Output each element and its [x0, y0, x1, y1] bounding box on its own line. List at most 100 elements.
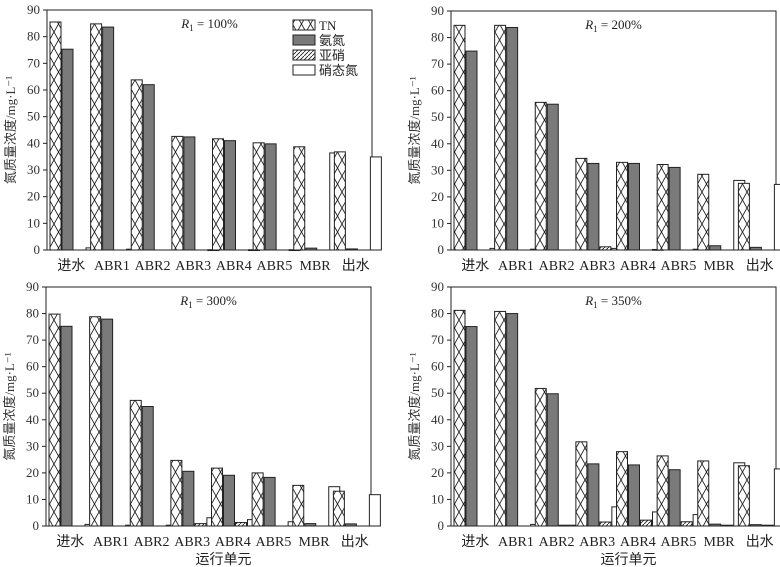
- category-group: [333, 151, 382, 251]
- tn-bar: [494, 24, 507, 251]
- no2-bar: [599, 246, 612, 251]
- y-tick-label: 30: [431, 162, 444, 177]
- x-tick-label: 出水: [341, 534, 369, 550]
- category-group: [332, 490, 381, 527]
- nh4-bar: [182, 470, 195, 527]
- y-tick-label: 70: [27, 55, 40, 70]
- category-group: [252, 142, 301, 252]
- tn-bar: [453, 309, 466, 527]
- x-tick-label: 进水: [57, 258, 85, 274]
- category-group: [171, 135, 220, 252]
- tn-bar: [737, 182, 750, 251]
- y-tick-label: 80: [431, 30, 444, 45]
- no3-bar: [369, 156, 382, 251]
- nh4-bar: [506, 313, 519, 527]
- category-group: [616, 451, 664, 527]
- category-group: [89, 316, 138, 527]
- x-tick-label: 出水: [746, 258, 774, 274]
- nh4-bar: [668, 469, 681, 527]
- x-tick-label: ABR1: [94, 259, 130, 274]
- x-tick-label: MBR: [300, 259, 332, 274]
- tn-bar: [616, 161, 628, 251]
- category-group: [575, 157, 624, 251]
- tn-bar: [453, 24, 466, 251]
- category-group: [211, 467, 259, 527]
- category-group: [293, 146, 342, 251]
- y-tick-label: 0: [34, 242, 41, 257]
- category-group: [697, 173, 746, 251]
- no2-bar: [558, 524, 571, 527]
- tn-bar: [89, 316, 102, 527]
- panel-annotation: R1 = 350%: [584, 293, 642, 310]
- x-tick-label: ABR2: [539, 535, 575, 550]
- x-tick-label: ABR3: [174, 535, 210, 550]
- panel-annotation: R1 = 100%: [180, 16, 238, 33]
- y-tick-label: 0: [438, 242, 445, 257]
- tn-bar: [170, 459, 183, 527]
- y-tick-label: 10: [431, 215, 444, 230]
- nh4-bar: [101, 318, 114, 527]
- tn-bar: [129, 399, 142, 527]
- x-tick-label: ABR1: [93, 535, 129, 550]
- category-group: [737, 182, 780, 251]
- y-axis-label: 氮质量浓度/mg·L⁻¹: [3, 76, 18, 184]
- x-tick-label: ABR1: [498, 259, 534, 274]
- tn-bar: [130, 79, 143, 251]
- y-tick-label: 70: [431, 56, 444, 71]
- tn-bar: [333, 151, 346, 251]
- tn-bar: [49, 21, 62, 251]
- category-group: [49, 21, 98, 251]
- category-group: [494, 24, 543, 251]
- no3-bar: [773, 468, 780, 527]
- x-tick-label: ABR1: [498, 535, 534, 550]
- no2-bar: [680, 521, 693, 527]
- legend-label: 硝态氮: [319, 63, 358, 78]
- y-tick-label: 0: [438, 518, 445, 533]
- y-tick-label: 40: [27, 135, 40, 150]
- y-tick-label: 90: [26, 279, 39, 294]
- category-group: [453, 24, 502, 251]
- nh4-bar: [142, 84, 155, 251]
- nh4-bar: [546, 103, 559, 251]
- nh4-bar: [465, 326, 478, 527]
- category-group: [697, 460, 746, 527]
- legend-label: 亚硝: [319, 48, 345, 63]
- tn-bar: [211, 467, 223, 527]
- nh4-bar: [61, 48, 74, 251]
- tn-bar: [656, 163, 669, 251]
- nh4-bar: [587, 162, 600, 251]
- tn-bar: [616, 451, 628, 527]
- category-group: [494, 310, 543, 527]
- category-group: [737, 465, 780, 527]
- y-tick-label: 60: [431, 359, 444, 374]
- y-tick-label: 50: [27, 109, 40, 124]
- y-tick-label: 90: [27, 2, 40, 17]
- tn-bar: [656, 455, 669, 527]
- x-tick-label: ABR2: [539, 259, 575, 274]
- no2-bar: [235, 522, 247, 527]
- no2-bar: [761, 524, 774, 527]
- y-tick-label: 90: [431, 3, 444, 18]
- nh4-bar: [628, 464, 640, 527]
- category-group: [453, 309, 478, 527]
- x-tick-label: ABR2: [135, 259, 171, 274]
- x-tick-label: ABR5: [661, 535, 697, 550]
- category-group: [575, 441, 624, 527]
- x-tick-label: MBR: [704, 259, 736, 274]
- x-tick-label: MBR: [299, 535, 331, 550]
- y-tick-label: 80: [431, 306, 444, 321]
- nh4-bar: [628, 162, 640, 251]
- x-tick-label: 进水: [461, 534, 489, 550]
- y-tick-label: 30: [27, 162, 40, 177]
- nh4-bar: [668, 166, 681, 251]
- category-group: [534, 387, 583, 527]
- y-tick-label: 30: [431, 438, 444, 453]
- y-tick-label: 70: [26, 332, 39, 347]
- tn-bar: [494, 310, 507, 527]
- category-group: [48, 313, 97, 527]
- category-group: [656, 455, 705, 527]
- chart-panel-1: 0 10 20 30 40 50 60 70 80 90 氮质量浓度/mg·L⁻¹ 进水 ABR1 ABR…: [3, 2, 382, 274]
- x-tick-label: 出水: [342, 258, 370, 274]
- category-group: [251, 472, 300, 527]
- x-tick-label: 出水: [746, 534, 774, 550]
